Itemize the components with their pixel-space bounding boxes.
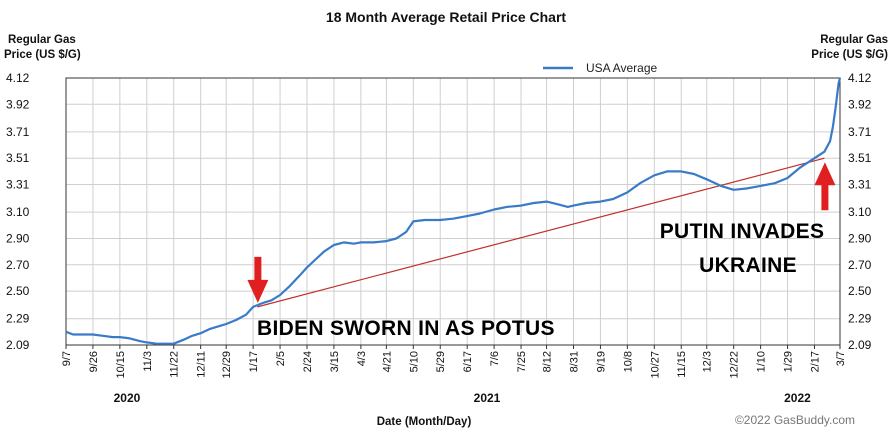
x-tick-label-21: 10/8 [622,351,634,372]
y-tick-label-right-8: 2.50 [848,284,872,298]
x-tick-label-20: 9/19 [595,351,607,372]
y-tick-label-right-5: 3.10 [848,205,872,219]
y-tick-label-left-3: 3.51 [6,151,30,165]
legend: USA Average [543,61,657,75]
x-tick-label-3: 11/3 [142,351,154,372]
series-group [65,77,842,345]
putin-arrow-head [814,162,836,186]
x-tick-label-17: 7/25 [516,351,528,372]
x-tick-label-6: 12/29 [221,351,233,379]
x-tick-label-22: 10/27 [649,351,661,379]
x-tick-label-18: 8/12 [542,351,554,372]
x-tick-label-24: 12/3 [702,351,714,372]
trend-line [257,157,825,308]
biden-arrow-shaft [254,256,262,281]
legend-label-usa-average: USA Average [586,61,657,75]
x-tick-label-11: 4/3 [356,351,368,366]
y-tick-label-left-10: 2.09 [6,338,30,352]
x-tick-label-15: 6/17 [462,351,474,372]
y-tick-label-left-0: 4.12 [6,71,30,85]
y-tick-label-right-2: 3.71 [848,125,872,139]
x-tick-label-27: 1/29 [783,351,795,372]
y-tick-label-right-1: 3.92 [848,97,872,111]
putin-arrow-shaft [821,184,829,211]
y-tick-label-left-7: 2.70 [6,258,30,272]
x-tick-label-7: 1/17 [248,351,260,372]
x-tick-label-9: 2/24 [302,351,314,372]
y-axis-title-left-line1: Regular Gas [8,34,76,46]
y-tick-label-left-6: 2.90 [6,231,30,245]
y-tick-label-left-4: 3.31 [6,178,30,192]
x-tick-label-5: 12/11 [196,351,208,378]
y-tick-label-left-5: 3.10 [6,205,30,219]
chart-title: 18 Month Average Retail Price Chart [326,9,566,25]
x-tick-label-2: 10/15 [115,351,127,379]
y-ticks-right: 4.12 3.92 3.71 3.51 3.31 3.10 2.90 2.70 2.50 2.29… [848,71,872,352]
x-ticks: 9/7 9/26 10/15 11/3 11/22 12/11 12/29 1/17 2/5 2/… [61,345,847,379]
x-tick-label-14: 5/29 [435,351,447,372]
x-tick-label-23: 11/15 [676,351,688,378]
x-tick-label-1: 9/26 [88,351,100,372]
y-tick-label-right-7: 2.70 [848,258,872,272]
x-tick-label-8: 2/5 [275,351,287,366]
year-label-2020: 2020 [114,391,141,405]
annotation-putin-line2: UKRAINE [699,254,797,277]
x-tick-label-19: 8/31 [568,351,580,372]
y-tick-label-right-10: 2.09 [848,338,872,352]
annotation-biden-text: BIDEN SWORN IN AS POTUS [257,317,555,340]
y-tick-label-left-1: 3.92 [6,97,30,111]
trend-line-group [257,157,825,308]
x-tick-label-13: 5/10 [408,351,420,372]
series-line-usa-average [65,77,842,345]
x-tick-label-4: 11/22 [169,351,181,378]
y-ticks-left: 4.12 3.92 3.71 3.51 3.31 3.10 2.90 2.70 2.50 2.29… [6,71,30,352]
x-tick-label-26: 1/10 [756,351,768,372]
y-tick-label-right-4: 3.31 [848,178,872,192]
x-tick-label-0: 9/7 [61,351,73,366]
year-label-2022: 2022 [784,391,811,405]
y-tick-label-right-6: 2.90 [848,231,872,245]
x-axis-title: Date (Month/Day) [377,416,472,428]
annotations: BIDEN SWORN IN AS POTUS PUTIN INVADES UKRA… [247,162,836,340]
y-tick-label-right-0: 4.12 [848,71,872,85]
year-label-2021: 2021 [474,391,501,405]
y-axis-title-left-line2: Price (US $/G) [4,49,81,61]
plot-frame [65,77,841,346]
y-axis-title-right-line1: Regular Gas [820,34,888,46]
y-tick-label-right-9: 2.29 [848,312,872,326]
y-tick-label-left-9: 2.29 [6,312,30,326]
y-axis-title-right-line2: Price (US $/G) [811,49,888,61]
x-tick-label-28: 2/17 [809,351,821,372]
year-labels: 2020 2021 2022 [114,391,812,405]
y-tick-label-left-2: 3.71 [6,125,30,139]
grid [65,77,841,346]
x-tick-label-12: 4/21 [381,351,393,372]
y-tick-label-right-3: 3.51 [848,151,872,165]
x-tick-label-25: 12/22 [729,351,741,379]
biden-arrow-head [247,279,269,303]
plot-border [65,77,841,346]
x-tick-label-10: 3/15 [329,351,341,372]
x-tick-label-29: 3/7 [835,351,847,366]
x-tick-label-16: 7/6 [489,351,501,366]
y-tick-label-left-8: 2.50 [6,284,30,298]
annotation-putin-line1: PUTIN INVADES [660,220,825,243]
credit-text: ©2022 GasBuddy.com [735,413,855,427]
